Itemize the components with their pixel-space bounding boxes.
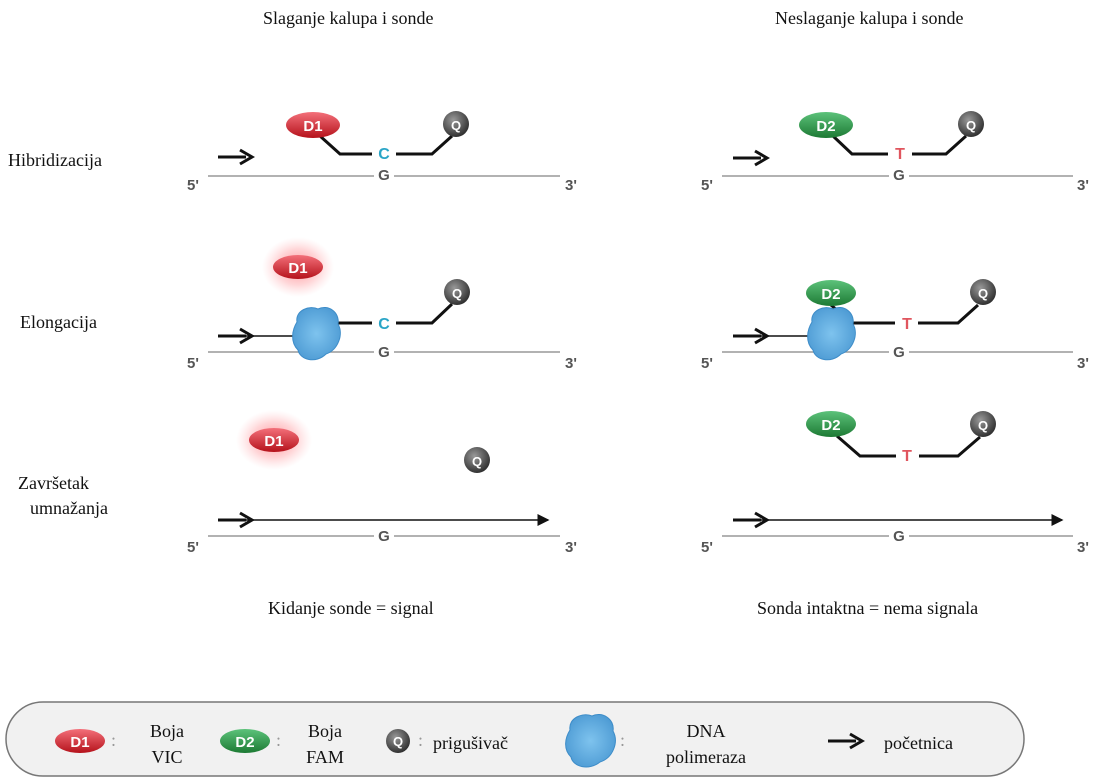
row-label-completion-2: umnažanja — [30, 498, 108, 518]
svg-text:Q: Q — [451, 118, 461, 133]
elong-match-panel: 5' 3' G C D1 Q — [187, 237, 577, 372]
svg-text:3': 3' — [1077, 539, 1089, 556]
svg-text:C: C — [378, 316, 390, 333]
quencher-icon — [444, 279, 470, 305]
svg-text:G: G — [893, 167, 905, 184]
svg-text:G: G — [893, 528, 905, 545]
svg-text:G: G — [893, 344, 905, 361]
svg-text:D2: D2 — [821, 286, 840, 303]
dye-d2-icon — [799, 112, 853, 138]
legend-polymerase-icon — [565, 714, 616, 768]
dye-d2-icon — [806, 411, 856, 437]
hyb-mismatch-panel: 5' 3' G T D2 Q — [701, 111, 1089, 194]
legend-quencher-icon — [386, 729, 410, 753]
svg-text:Q: Q — [393, 734, 403, 749]
row-label-hybridization: Hibridizacija — [8, 150, 102, 170]
svg-text:5': 5' — [187, 539, 199, 556]
header-match: Slaganje kalupa i sonde — [263, 8, 434, 28]
quencher-icon — [970, 411, 996, 437]
dye-d1-icon — [249, 428, 299, 452]
legend-fam-line1: Boja — [308, 721, 342, 741]
header-mismatch: Neslaganje kalupa i sonde — [775, 8, 964, 28]
svg-text:Q: Q — [966, 118, 976, 133]
quencher-icon — [958, 111, 984, 137]
svg-text::: : — [276, 730, 281, 750]
complete-match-panel: 5' 3' G D1 Q — [187, 410, 577, 556]
svg-text:Q: Q — [452, 286, 462, 301]
dye-d1-label: D1 — [303, 118, 322, 135]
svg-text::: : — [418, 730, 423, 750]
primer-arrow-icon — [733, 149, 770, 167]
svg-text:Q: Q — [978, 418, 988, 433]
probe-base-mismatch: T — [895, 146, 905, 163]
svg-text:5': 5' — [187, 355, 199, 372]
legend-vic-line1: Boja — [150, 721, 184, 741]
svg-text:D2: D2 — [235, 734, 254, 751]
dye-d2-icon — [806, 280, 856, 306]
svg-text:T: T — [902, 316, 912, 333]
row-label-elongation: Elongacija — [20, 312, 97, 332]
svg-text:G: G — [378, 528, 390, 545]
svg-text::: : — [111, 730, 116, 750]
three-prime-label: 3' — [565, 177, 577, 194]
legend-dye-d2-icon — [220, 729, 270, 753]
legend-dye-d1-icon — [55, 729, 105, 753]
svg-text:3': 3' — [565, 355, 577, 372]
legend-box: D1 : Boja VIC D2 : Boja FAM Q : prigušiv… — [5, 701, 1025, 777]
svg-text:D1: D1 — [288, 260, 307, 277]
primer-arrow-icon — [218, 148, 255, 166]
legend-polymerase-line2: polimeraza — [666, 747, 746, 767]
template-base: G — [378, 167, 390, 184]
quencher-icon — [970, 279, 996, 305]
quencher-icon — [443, 111, 469, 137]
dye-d1-icon — [273, 255, 323, 279]
legend-polymerase-line1: DNA — [687, 721, 726, 741]
hyb-match-panel: 5' 3' G C D1 Q — [187, 111, 577, 194]
result-signal: Kidanje sonde = signal — [268, 598, 434, 618]
svg-text:G: G — [378, 344, 390, 361]
svg-text:3': 3' — [565, 539, 577, 556]
dye-d1-icon — [286, 112, 340, 138]
svg-text:3': 3' — [1077, 177, 1089, 194]
svg-text:T: T — [902, 448, 912, 465]
legend-primer-arrow-icon — [828, 732, 865, 750]
probe-base-match: C — [378, 146, 390, 163]
svg-text:D1: D1 — [264, 433, 283, 450]
elong-mismatch-panel: 5' 3' G T D2 Q — [701, 279, 1089, 372]
primer-arrow-icon — [218, 327, 255, 345]
svg-text:3': 3' — [1077, 355, 1089, 372]
legend-vic-line2: VIC — [152, 747, 183, 767]
primer-arrow-icon — [733, 327, 770, 345]
svg-text:D2: D2 — [821, 417, 840, 434]
svg-text:D1: D1 — [70, 734, 89, 751]
primer-arrow-icon — [218, 511, 255, 529]
quencher-icon — [464, 447, 490, 473]
legend-quencher-label: prigušivač — [433, 733, 508, 753]
legend-primer-label: početnica — [884, 733, 953, 753]
svg-text:Q: Q — [978, 286, 988, 301]
svg-text:Q: Q — [472, 454, 482, 469]
svg-text:5': 5' — [701, 355, 713, 372]
primer-arrow-icon — [733, 511, 770, 529]
five-prime-label: 5' — [187, 177, 199, 194]
svg-text:5': 5' — [701, 177, 713, 194]
legend-fam-line2: FAM — [306, 747, 344, 767]
complete-mismatch-panel: 5' 3' G T D2 Q — [701, 411, 1089, 556]
svg-text:5': 5' — [701, 539, 713, 556]
row-label-completion-1: Završetak — [18, 473, 89, 493]
svg-text::: : — [620, 730, 625, 750]
svg-text:D2: D2 — [816, 118, 835, 135]
result-no-signal: Sonda intaktna = nema signala — [757, 598, 979, 618]
dna-polymerase-icon — [807, 307, 856, 361]
dna-polymerase-icon — [292, 307, 341, 361]
